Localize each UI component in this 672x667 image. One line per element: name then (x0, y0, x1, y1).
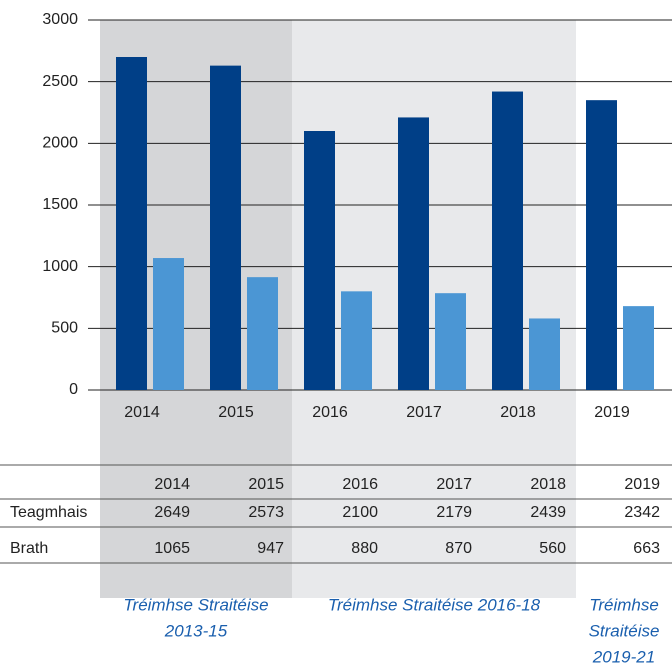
bar (153, 258, 184, 390)
table-header: 2017 (436, 476, 472, 493)
table-cell: 663 (633, 540, 660, 557)
table-header: 2016 (342, 476, 378, 493)
bar (586, 100, 617, 391)
y-tick-label: 0 (69, 381, 78, 398)
bar (304, 131, 335, 390)
table-header: 2014 (154, 476, 190, 493)
period-label: Tréimhse (589, 595, 659, 614)
y-tick-label: 1500 (42, 196, 78, 213)
table-cell: 2573 (248, 504, 284, 521)
x-tick-label: 2018 (500, 404, 536, 421)
y-tick-label: 2500 (42, 73, 78, 90)
y-tick-label: 500 (51, 320, 78, 337)
row-label: Teagmhais (10, 504, 87, 521)
table-cell: 870 (445, 540, 472, 557)
x-tick-label: 2014 (124, 404, 160, 421)
period-label: 2019-21 (592, 647, 655, 666)
x-tick-label: 2016 (312, 404, 348, 421)
period-label: Tréimhse Straitéise (123, 595, 268, 614)
table-cell: 2439 (530, 504, 566, 521)
period-label: Tréimhse Straitéise 2016-18 (328, 595, 541, 614)
bar (341, 291, 372, 390)
y-tick-label: 2000 (42, 135, 78, 152)
x-tick-label: 2019 (594, 404, 630, 421)
y-tick-label: 1000 (42, 258, 78, 275)
table-cell: 2179 (436, 504, 472, 521)
bar (623, 306, 654, 390)
bar (529, 318, 560, 390)
table-header: 2019 (624, 476, 660, 493)
bar (492, 91, 523, 391)
table-header: 2015 (248, 476, 284, 493)
x-tick-label: 2017 (406, 404, 442, 421)
period-label: 2013-15 (164, 621, 228, 640)
table-cell: 2342 (624, 504, 660, 521)
bar (116, 57, 147, 390)
table-header: 2018 (530, 476, 566, 493)
row-label: Brath (10, 540, 48, 557)
table-cell: 2100 (342, 504, 378, 521)
period-shade (292, 20, 576, 598)
bar (210, 65, 241, 390)
table-cell: 947 (257, 540, 284, 557)
table-cell: 880 (351, 540, 378, 557)
y-tick-label: 3000 (42, 11, 78, 28)
x-tick-label: 2015 (218, 404, 254, 421)
bar (247, 277, 278, 390)
bar (398, 117, 429, 390)
table-cell: 560 (539, 540, 566, 557)
bar (435, 293, 466, 390)
table-cell: 1065 (154, 540, 190, 557)
period-label: Straitéise (589, 621, 660, 640)
table-cell: 2649 (154, 504, 190, 521)
